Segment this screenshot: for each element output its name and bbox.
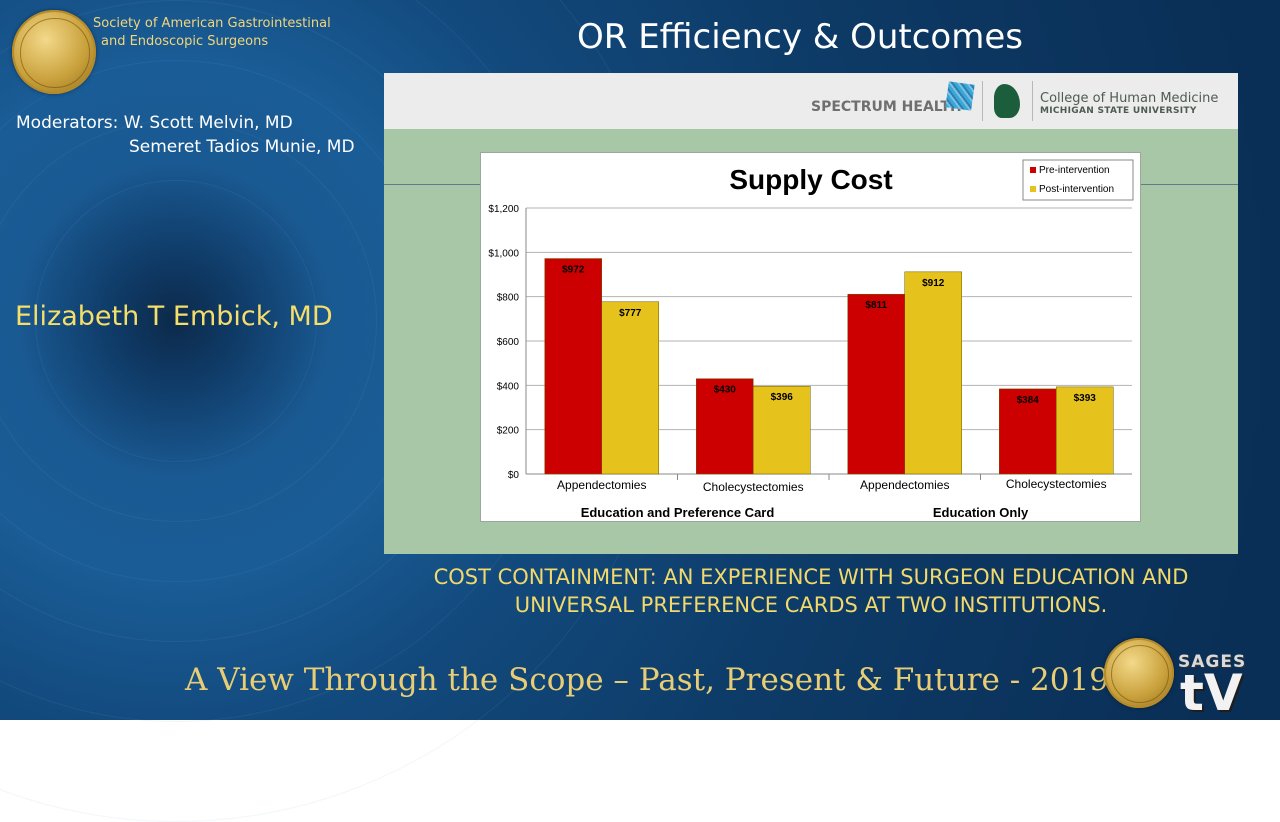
bar-data-label: $393 — [1074, 393, 1097, 404]
bar-data-label: $396 — [771, 392, 794, 403]
sages-tv-logo: SAGES tV — [1172, 648, 1272, 722]
tv-label: tV — [1180, 664, 1243, 722]
logo-divider — [1032, 81, 1033, 121]
x-tick-label: Cholecystectomies — [703, 480, 804, 494]
legend-label: Post-intervention — [1039, 184, 1114, 195]
citation-line2: UNIVERSAL PREFERENCE CARDS AT TWO INSTIT… — [514, 593, 1108, 617]
sages-seal-logo — [12, 10, 96, 94]
society-line2: and Endoscopic Surgeons — [101, 34, 269, 49]
bar-data-label: $912 — [922, 278, 945, 289]
moderators-line1: Moderators: W. Scott Melvin, MD — [16, 113, 293, 133]
group-label: Education Only — [933, 505, 1029, 520]
bar-data-label: $384 — [1017, 395, 1040, 406]
x-tick-label: Cholecystectomies — [1006, 477, 1107, 491]
bar-data-label: $972 — [562, 265, 585, 276]
chart-title: Supply Cost — [729, 164, 892, 195]
logo-divider — [982, 81, 983, 121]
slide-header: SPECTRUM HEALTH College of Human Medicin… — [384, 73, 1238, 129]
chart-canvas: Supply Cost $0 $200 $400 $600 $800 $1,000 $1,20… — [488, 159, 1134, 520]
sages-tv-label: SAGES — [1178, 652, 1247, 672]
bar-data-label: $430 — [714, 385, 737, 396]
society-name: Society of American Gastrointestinal and… — [93, 15, 331, 51]
footer-tagline: A View Through the Scope – Past, Present… — [185, 662, 1109, 698]
bar — [601, 301, 659, 475]
spectrum-health-logo-text: SPECTRUM HEALTH — [811, 99, 962, 115]
y-tick-label: $800 — [497, 293, 520, 304]
spectrum-health-mark-icon — [945, 81, 975, 111]
bar — [847, 293, 905, 475]
y-tick-label: $200 — [497, 426, 520, 437]
page-title: OR Efficiency & Outcomes — [577, 17, 1023, 57]
y-tick-label: $600 — [497, 337, 520, 348]
legend-swatch — [1030, 167, 1036, 173]
group-label: Education and Preference Card — [581, 505, 775, 520]
bar — [1056, 386, 1114, 475]
presentation-slide: SPECTRUM HEALTH College of Human Medicin… — [384, 73, 1238, 554]
moderators-line2: Semeret Tadios Munie, MD — [129, 137, 355, 157]
college-name: College of Human Medicine — [1040, 91, 1219, 106]
bar — [753, 385, 811, 475]
bar — [999, 388, 1057, 475]
y-tick-label: $0 — [508, 470, 520, 481]
legend-box — [1022, 159, 1134, 201]
y-tick-label: $1,000 — [488, 248, 519, 259]
y-tick-label: $1,200 — [488, 204, 519, 215]
speaker-name: Elizabeth T Embick, MD — [15, 301, 333, 332]
y-tick-label: $400 — [497, 381, 520, 392]
study-citation: COST CONTAINMENT: AN EXPERIENCE WITH SUR… — [384, 563, 1238, 619]
x-tick-label: Appendectomies — [860, 478, 949, 492]
bar — [696, 378, 754, 475]
bar — [544, 258, 602, 475]
legend-label: Pre-intervention — [1039, 165, 1110, 176]
spartan-helmet-icon — [994, 84, 1020, 118]
legend-swatch — [1030, 186, 1036, 192]
bar-data-label: $811 — [865, 300, 887, 311]
x-tick-label: Appendectomies — [557, 478, 646, 492]
supply-cost-chart: Supply Cost $0 $200 $400 $600 $800 $1,000 $1,20… — [480, 152, 1141, 522]
society-line1: Society of American Gastrointestinal — [93, 16, 331, 31]
bar-data-label: $777 — [619, 308, 642, 319]
university-name: MICHIGAN STATE UNIVERSITY — [1040, 106, 1197, 116]
sages-footer-seal-logo — [1104, 638, 1174, 708]
citation-line1: COST CONTAINMENT: AN EXPERIENCE WITH SUR… — [433, 565, 1189, 589]
moderators: Moderators: W. Scott Melvin, MD Semeret … — [16, 111, 355, 159]
bar — [904, 271, 962, 475]
